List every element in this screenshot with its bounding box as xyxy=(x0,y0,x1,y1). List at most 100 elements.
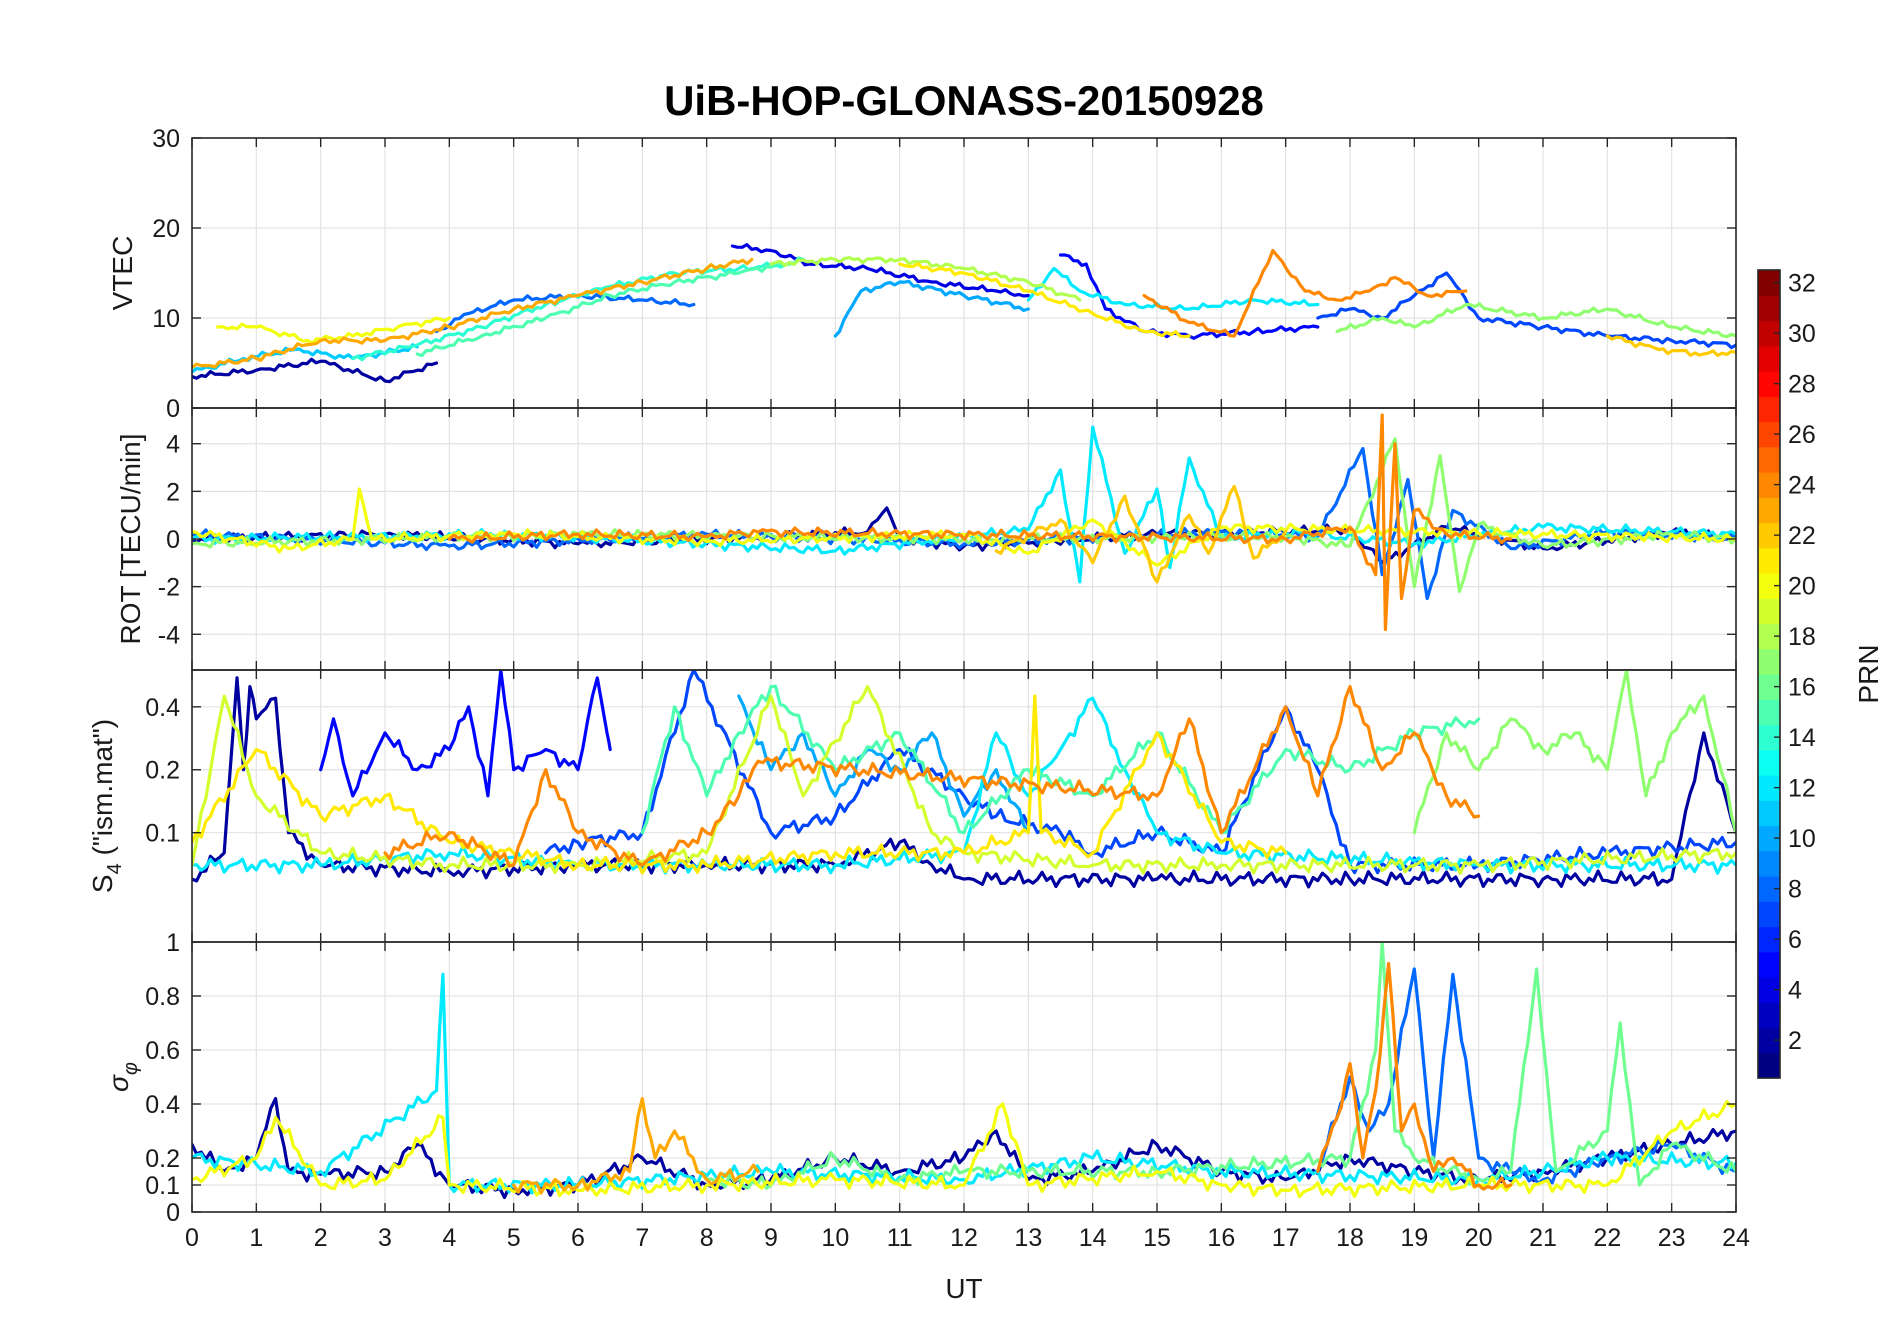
x-tick-label: 16 xyxy=(1207,1224,1235,1252)
y-tick-label: 2 xyxy=(166,478,180,506)
series-line-prn-15 xyxy=(415,256,805,358)
colorbar-tick-label: 32 xyxy=(1788,270,1816,298)
colorbar-swatch xyxy=(1758,522,1780,549)
panel-s4-series xyxy=(192,670,1736,889)
series-line-prn-17 xyxy=(1335,302,1736,339)
panel-sigma_phi-ticks: 00.10.2 0.4 0.6 0.8 1 xyxy=(145,929,1737,1227)
panel-sigma_phi-ylabel: σφ xyxy=(103,1062,142,1092)
colorbar-swatch xyxy=(1758,573,1780,599)
y-tick-label: 0 xyxy=(166,395,180,423)
panel-s4: 0.1 0.2 0.4 S4 ("ism.mat") xyxy=(87,669,1737,943)
series-line-prn-5 xyxy=(319,670,612,798)
colorbar-tick-label: 4 xyxy=(1788,977,1802,1005)
series-line-prn-15 xyxy=(640,684,1481,835)
series-line-prn-2 xyxy=(192,676,1736,889)
series-line-prn-7 xyxy=(544,670,1736,875)
x-tick-label: 8 xyxy=(700,1224,714,1252)
x-tick-label: 21 xyxy=(1529,1224,1557,1252)
panel-vtec: 0 10 20 30 VTEC xyxy=(107,125,1737,423)
colorbar-swatch xyxy=(1758,674,1780,700)
x-tick-label: 4 xyxy=(442,1224,456,1252)
colorbar-swatch xyxy=(1758,1052,1780,1079)
colorbar-swatch xyxy=(1758,623,1780,650)
y-tick-label: 30 xyxy=(152,125,180,153)
colorbar-swatch xyxy=(1758,749,1780,776)
x-tick-label: 19 xyxy=(1400,1224,1428,1252)
colorbar-swatch xyxy=(1758,850,1780,877)
panel-sigma_phi: 00.10.2 0.4 0.6 0.8 1 σφ xyxy=(103,929,1737,1227)
y-tick-label: 10 xyxy=(152,305,180,333)
series-line-prn-17 xyxy=(1412,670,1736,835)
colorbar-tick-label: 2 xyxy=(1788,1027,1802,1055)
y-tick-label: 20 xyxy=(152,215,180,243)
colorbar-swatch xyxy=(1758,901,1780,928)
x-tick-label: 13 xyxy=(1014,1224,1042,1252)
series-line-prn-24 xyxy=(447,413,1513,632)
panel-s4-ticks: 0.1 0.2 0.4 xyxy=(145,670,1737,942)
panel-rot-series xyxy=(192,413,1736,632)
colorbar-tick-label: 18 xyxy=(1788,623,1816,651)
colorbar-swatch xyxy=(1758,345,1780,372)
colorbar-swatch xyxy=(1758,951,1780,978)
colorbar-swatch xyxy=(1758,446,1780,473)
series-line-prn-16 xyxy=(705,942,1736,1190)
panel-vtec-ticks: 0 10 20 30 xyxy=(152,125,1737,423)
y-tick-label: 0.6 xyxy=(145,1037,180,1065)
panel-s4-ylabel-sub: 4 xyxy=(104,863,126,874)
colorbar-swatch xyxy=(1758,547,1780,574)
x-tick-label: 24 xyxy=(1722,1224,1750,1252)
colorbar-tick-label: 10 xyxy=(1788,825,1816,853)
x-tick-label: 11 xyxy=(887,1224,913,1252)
y-tick-label: -2 xyxy=(158,574,180,602)
series-line-prn-18 xyxy=(769,255,1082,302)
colorbar-tick-label: 12 xyxy=(1788,775,1816,803)
series-line-prn-22 xyxy=(1605,334,1736,357)
x-tick-label: 22 xyxy=(1593,1224,1621,1252)
y-tick-label: 0.8 xyxy=(145,983,180,1011)
colorbar-swatch xyxy=(1758,320,1780,347)
colorbar-swatch xyxy=(1758,295,1780,322)
series-line-prn-11 xyxy=(192,343,419,374)
colorbar-swatch xyxy=(1758,1002,1780,1029)
colorbar-swatch xyxy=(1758,876,1780,902)
series-line-prn-10 xyxy=(833,279,1030,338)
y-tick-label: 0 xyxy=(166,1199,180,1227)
colorbar-swatch xyxy=(1758,472,1780,498)
colorbar-swatch xyxy=(1758,775,1780,801)
colorbar-swatch xyxy=(1758,825,1780,852)
colorbar-tick-label: 8 xyxy=(1788,876,1802,904)
colorbar-swatch xyxy=(1758,926,1780,953)
x-tick-label: 20 xyxy=(1465,1224,1493,1252)
x-tick-label: 1 xyxy=(249,1224,263,1252)
panel-vtec-series xyxy=(192,243,1736,384)
series-line-prn-21 xyxy=(898,262,1191,339)
series-line-prn-8 xyxy=(1316,967,1736,1185)
colorbar-swatch xyxy=(1758,421,1780,448)
y-tick-label: 0.4 xyxy=(145,1091,180,1119)
series-line-prn-12 xyxy=(1026,266,1320,311)
colorbar-swatch xyxy=(1758,396,1780,423)
x-tick-label: 0 xyxy=(185,1224,199,1252)
x-tick-label: 18 xyxy=(1336,1224,1364,1252)
x-axis-ticks: 0 1 2 3 4 5 6 7 8 9 10 11 12 13 14 15 16 17 18 19 20 21 22 23 24 xyxy=(185,1224,1750,1252)
series-line-prn-21 xyxy=(192,694,1288,875)
x-tick-label: 7 xyxy=(635,1224,649,1252)
colorbar-swatch xyxy=(1758,497,1780,524)
colorbar-tick-label: 30 xyxy=(1788,320,1816,348)
panel-s4-ylabel-suffix: ("ism.mat") xyxy=(87,719,118,863)
colorbar-tick-label: 22 xyxy=(1788,522,1816,550)
y-tick-label: 0 xyxy=(166,526,180,554)
panel-sigma_phi-ylabel-sub: φ xyxy=(120,1062,142,1075)
panel-sigma_phi-ylabel-main: σ xyxy=(103,1074,134,1092)
x-axis-label: UT xyxy=(945,1273,982,1304)
series-line-prn-7 xyxy=(1316,271,1736,350)
colorbar-tick-label: 16 xyxy=(1788,674,1816,702)
series-line-prn-24 xyxy=(1316,962,1513,1191)
x-tick-label: 5 xyxy=(507,1224,521,1252)
series-line-prn-2 xyxy=(192,357,439,384)
colorbar-swatch xyxy=(1758,1027,1780,1054)
x-tick-label: 6 xyxy=(571,1224,585,1252)
